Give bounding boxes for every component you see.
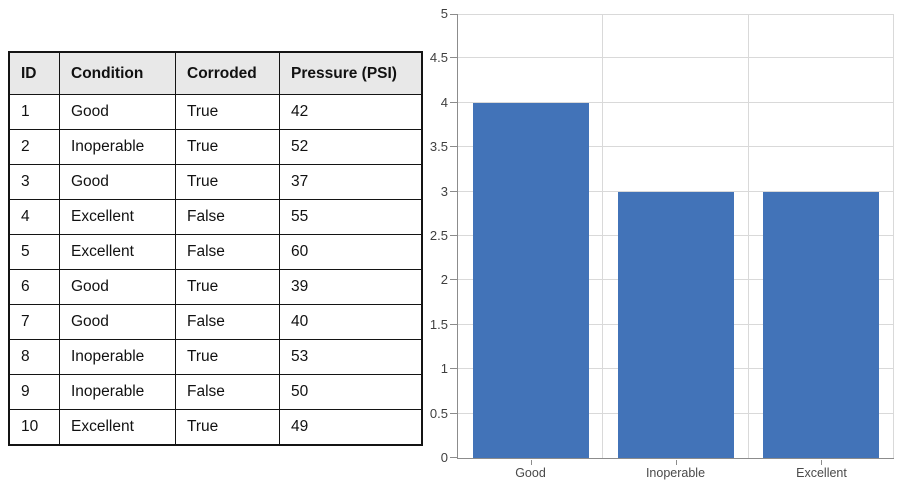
gridline-horizontal [458,102,894,103]
table-cell: False [175,234,280,270]
table-cell: 42 [279,94,423,130]
y-axis-tick [450,146,457,147]
y-axis-tick [450,235,457,236]
table-cell: 3 [8,164,60,200]
bar-good [473,103,589,458]
table-cell: False [175,304,280,340]
table-row: 6 Good True 39 [8,269,423,305]
table-cell: True [175,409,280,446]
x-axis-category-label: Good [515,466,546,480]
table-cell: 8 [8,339,60,375]
x-axis-tick [821,460,822,465]
bar-inoperable [618,192,734,458]
gridline-horizontal [458,146,894,147]
gridline-vertical [748,14,749,458]
y-axis-label: 5 [440,6,448,21]
table-cell: 39 [279,269,423,305]
table-cell: Inoperable [59,339,176,375]
table-cell: 2 [8,129,60,165]
table-cell: 50 [279,374,423,410]
table-row: 8 Inoperable True 53 [8,339,423,375]
table-cell: 4 [8,199,60,235]
y-axis-label: 4 [440,95,448,110]
y-axis-label: 1.5 [429,317,448,332]
y-axis-tick [450,324,457,325]
table-cell: 49 [279,409,423,446]
pipe-data-table: ID Condition Corroded Pressure (PSI) 1 Good T… [8,51,423,446]
table-cell: 52 [279,129,423,165]
table-row: 5 Excellent False 60 [8,234,423,270]
table-row: 9 Inoperable False 50 [8,374,423,410]
table-cell: False [175,199,280,235]
table-row: 10 Excellent True 49 [8,409,423,446]
table-cell: Good [59,94,176,130]
y-axis-label: 2.5 [429,228,448,243]
table-cell: Good [59,269,176,305]
table-cell: True [175,129,280,165]
table-cell: 7 [8,304,60,340]
table-cell: True [175,339,280,375]
y-axis-label: 3.5 [429,139,448,154]
chart-plot-area: 0 0.5 1 1.5 2 2.5 3 3.5 4 4.5 5 Good Inoperable Excel… [430,6,894,480]
table-row: 1 Good True 42 [8,94,423,130]
table-cell: 40 [279,304,423,340]
table-cell: 37 [279,164,423,200]
gridline-vertical [893,14,894,458]
table-cell: Excellent [59,409,176,446]
table-cell: Inoperable [59,374,176,410]
table-cell: True [175,94,280,130]
column-header: Corroded [175,51,280,95]
table-cell: Good [59,164,176,200]
gridline-horizontal [458,191,894,192]
y-axis-tick [450,57,457,58]
table-cell: Excellent [59,199,176,235]
column-header: Pressure (PSI) [279,51,423,95]
y-axis-label: 2 [440,272,448,287]
table-cell: Good [59,304,176,340]
bar-excellent [763,192,879,458]
y-axis-tick [450,368,457,369]
table-row: 7 Good False 40 [8,304,423,340]
table-cell: 6 [8,269,60,305]
y-axis-label: 4.5 [429,50,448,65]
table-row: 3 Good True 37 [8,164,423,200]
gridline-horizontal [458,57,894,58]
y-axis-label: 3 [440,184,448,199]
x-axis-tick [676,460,677,465]
table-cell: False [175,374,280,410]
y-axis-tick [450,14,457,15]
table-cell: True [175,269,280,305]
x-axis-tick [531,460,532,465]
table-header-row: ID Condition Corroded Pressure (PSI) [8,51,423,95]
gridline-vertical [602,14,603,458]
y-axis-tick [450,413,457,414]
y-axis-tick [450,191,457,192]
y-axis-tick [450,457,457,458]
x-axis-category-label: Inoperable [645,466,706,480]
y-axis-tick [450,279,457,280]
y-axis-label: 1 [440,361,448,376]
table-cell: 60 [279,234,423,270]
y-axis-label: 0 [440,450,448,465]
table-cell: True [175,164,280,200]
table-cell: 53 [279,339,423,375]
y-axis-tick [450,102,457,103]
y-axis-label: 0.5 [429,406,448,421]
x-axis-category-label: Excellent [796,466,847,480]
gridline-horizontal [458,14,894,15]
table-cell: 5 [8,234,60,270]
